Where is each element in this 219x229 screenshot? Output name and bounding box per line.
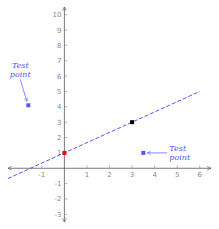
y-tick: [64, 76, 67, 77]
x-tick-label: 3: [130, 171, 134, 179]
y-tick-label: -3: [54, 211, 61, 219]
y-tick-label: 5: [57, 88, 61, 96]
y-tick: [64, 137, 67, 138]
y-tick: [64, 122, 67, 123]
point: [141, 151, 145, 155]
y-tick-label: -2: [54, 195, 61, 203]
y-tick-label: 2: [57, 134, 61, 142]
y-tick: [64, 183, 67, 184]
x-tick-label: 2: [107, 171, 111, 179]
y-tick: [64, 60, 67, 61]
x-tick: [132, 165, 133, 168]
x-tick-label: 4: [152, 171, 157, 179]
plot-area: [8, 91, 200, 178]
x-tick: [109, 165, 110, 168]
y-tick: [64, 214, 67, 215]
x-tick: [86, 165, 87, 168]
annotation-arrow: [147, 152, 167, 153]
x-tick: [154, 165, 155, 168]
line: [8, 91, 200, 178]
y-tick: [64, 14, 67, 15]
y-tick-label: -1: [54, 180, 61, 188]
x-tick-label: 6: [197, 171, 202, 179]
chart: -1123456-3-2-112345678910TestpointTestpo…: [0, 0, 219, 229]
y-tick-label: 8: [57, 42, 61, 50]
y-tick: [64, 45, 67, 46]
point: [130, 120, 134, 124]
y-tick: [64, 198, 67, 199]
x-tick: [199, 165, 200, 168]
y-tick-label: 4: [57, 103, 62, 111]
y-tick-label: 3: [57, 119, 61, 127]
x-tick-label: -1: [38, 171, 45, 179]
y-tick: [64, 30, 67, 31]
annotation: Testpoint: [10, 61, 32, 79]
annotation-arrow: [20, 79, 27, 101]
y-tick-label: 7: [57, 57, 61, 65]
point: [26, 103, 30, 107]
x-tick-label: 5: [175, 171, 179, 179]
y-tick: [64, 106, 67, 107]
y-tick-label: 9: [57, 27, 61, 35]
point: [62, 151, 66, 155]
x-tick: [177, 165, 178, 168]
y-tick-label: 10: [52, 11, 61, 19]
x-tick: [41, 165, 42, 168]
y-tick-label: 6: [57, 73, 62, 81]
annotation: Testpoint: [169, 144, 191, 162]
x-tick-label: 1: [85, 171, 89, 179]
y-axis: [64, 7, 65, 222]
y-tick: [64, 91, 67, 92]
